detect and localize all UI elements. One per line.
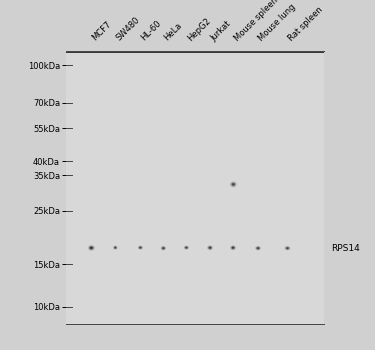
Text: Rat spleen: Rat spleen	[287, 5, 325, 43]
Text: Mouse lung: Mouse lung	[257, 2, 298, 43]
Text: HeLa: HeLa	[163, 21, 184, 43]
Text: Jurkat: Jurkat	[209, 19, 233, 43]
Text: HepG2: HepG2	[186, 16, 213, 43]
Text: Mouse spleen: Mouse spleen	[232, 0, 280, 43]
Text: SW480: SW480	[115, 15, 142, 43]
Text: HL-60: HL-60	[140, 19, 163, 43]
Text: MCF7: MCF7	[90, 20, 113, 43]
Text: RPS14: RPS14	[331, 244, 360, 253]
